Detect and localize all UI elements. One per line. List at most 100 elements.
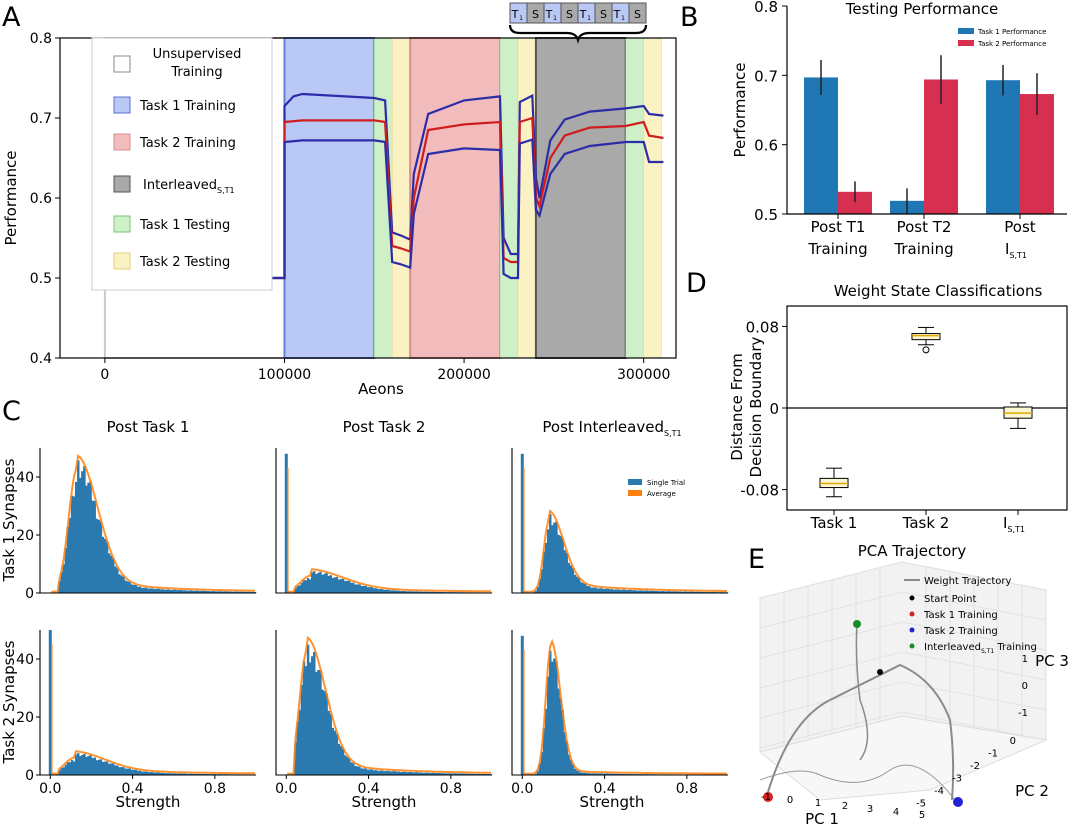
hist-bar-1-61	[411, 591, 415, 593]
hist-bar-1-49	[387, 589, 390, 593]
hist-bar-4-21	[329, 713, 332, 775]
panel-b: B Testing Performance 0.5 0.6 0.7 0.8 Perfo…	[680, 0, 1067, 260]
hist-bar-4-73	[436, 773, 439, 775]
hist-bar-2-66	[658, 591, 661, 593]
hist-bar-4-34	[356, 766, 359, 775]
hist-bar-3-48	[149, 772, 152, 775]
xtick-label-c-4-1: 0.4	[357, 781, 379, 797]
xtick-label-c-5-2: 0.8	[676, 781, 698, 797]
hist-bar-0-12	[74, 481, 78, 593]
hist-bar-0-56	[165, 589, 168, 593]
xtick-e-5: 4	[893, 807, 899, 818]
hist-bar-4-22	[331, 727, 334, 775]
hist-bar-0-45	[142, 587, 146, 593]
hist-bar-0-53	[159, 589, 162, 593]
phase-band-3	[391, 37, 411, 359]
hist-bar-2-65	[656, 590, 659, 593]
ytick-label-c-0-0: 0	[25, 586, 34, 602]
hist-bar-2-46	[616, 589, 620, 593]
hist-bar-2-30	[584, 583, 587, 593]
hist-bar-4-37	[362, 768, 365, 775]
hist-bar-2-23	[569, 565, 573, 593]
hist-bar-3-8	[66, 762, 70, 775]
hist-bar-1-18	[323, 573, 326, 593]
grid-back-right-0	[901, 561, 1047, 591]
xlabel-a: Aeons	[358, 380, 404, 398]
xlabel-c-2: Strength	[580, 793, 645, 811]
avg-line-0	[51, 453, 255, 593]
hist-bar-0-27	[105, 541, 109, 593]
title-e: PCA Trajectory	[858, 542, 967, 560]
hist-bar-4-75	[440, 773, 444, 775]
hist-bar-3-38	[128, 768, 131, 775]
ytick-label-c-3-1: 20	[16, 710, 34, 726]
hist-bar-3-16	[83, 753, 86, 775]
hist-bar-5-30	[584, 772, 587, 775]
hist-bar-4-31	[350, 762, 353, 775]
hist-bar-3-30	[112, 763, 115, 775]
hist-bar-0-80	[214, 591, 218, 593]
xtick-d-0: Task 1	[810, 514, 858, 532]
hist-bar-2-50	[625, 590, 628, 593]
hist-bar-1-11	[308, 579, 312, 593]
hist-bar-4-19	[325, 693, 328, 775]
xtick-label-c-3-2: 0.8	[204, 781, 226, 797]
hist-bar-5-22	[567, 754, 570, 775]
phase-band-1	[283, 37, 376, 359]
hist-bar-5-11	[544, 708, 548, 775]
hist-bar-2-19	[561, 537, 564, 593]
hist-bar-0-29	[109, 555, 113, 593]
ylabel-a: Performance	[2, 150, 20, 245]
hist-bar-1-47	[382, 589, 386, 593]
hist-bar-4-61	[411, 772, 415, 775]
hist-bar-4-8	[302, 661, 306, 775]
hist-bar-0-47	[146, 588, 150, 593]
hist-bar-1-65	[420, 591, 423, 593]
interleaved-marker	[853, 620, 861, 628]
hist-bar-2-42	[608, 589, 612, 593]
hist-bar-2-40	[604, 588, 608, 593]
ytick-e-2: -2	[970, 761, 980, 772]
hist-bar-0-58	[169, 589, 173, 593]
phase-band-8	[625, 37, 644, 359]
hist-bar-1-6	[298, 585, 302, 593]
hist-bar-0-39	[130, 584, 133, 593]
hist-bar-0-83	[221, 591, 224, 593]
hist-bar-3-74	[202, 773, 205, 775]
hist-bar-2-61	[647, 590, 651, 593]
avg-line-1	[287, 568, 491, 593]
ylabel-d-line2: Decision Boundary	[747, 336, 765, 477]
hist-bar-2-16	[555, 521, 558, 593]
hist-bar-4-84	[459, 773, 462, 775]
hist-bar-1-68	[426, 591, 429, 593]
hist-panel-4: 0.0 0.4 0.8	[275, 630, 493, 797]
hist-bar-0-48	[149, 588, 152, 593]
legend-swatch-task2-testing	[113, 252, 131, 270]
hist-bar-5-16	[555, 661, 558, 775]
hist-bar-0-40	[132, 584, 136, 593]
hist-bar-1-62	[413, 591, 417, 593]
hist-bar-0-78	[210, 591, 214, 593]
ytick-label-a-3: 0.7	[30, 111, 52, 127]
hist-bar-0-44	[140, 587, 144, 593]
schedule-label-6: T	[613, 8, 621, 21]
legend-box-a	[91, 37, 273, 291]
hist-bar-4-52	[393, 771, 396, 775]
hist-bar-3-35	[122, 767, 125, 775]
hist-spike-1	[284, 453, 288, 593]
axis-ticks-b: 0.5 0.6 0.7 0.8	[754, 0, 1021, 224]
hist-bar-0-33	[118, 574, 121, 593]
hist-bar-2-72	[670, 591, 673, 593]
schedule-label-1: S	[532, 8, 539, 21]
hist-bar-1-60	[409, 591, 413, 593]
hist-bar-4-88	[467, 773, 470, 775]
hist-bar-0-37	[126, 581, 129, 593]
hist-bar-4-27	[341, 748, 345, 775]
hist-bar-0-67	[188, 590, 191, 593]
hist-bar-5-7	[536, 770, 540, 775]
hist-bar-3-11	[72, 761, 76, 775]
hist-bar-0-24	[99, 521, 103, 593]
hist-bar-5-45	[614, 773, 618, 775]
hist-bar-0-13	[77, 460, 80, 593]
hist-bar-3-23	[97, 759, 101, 775]
